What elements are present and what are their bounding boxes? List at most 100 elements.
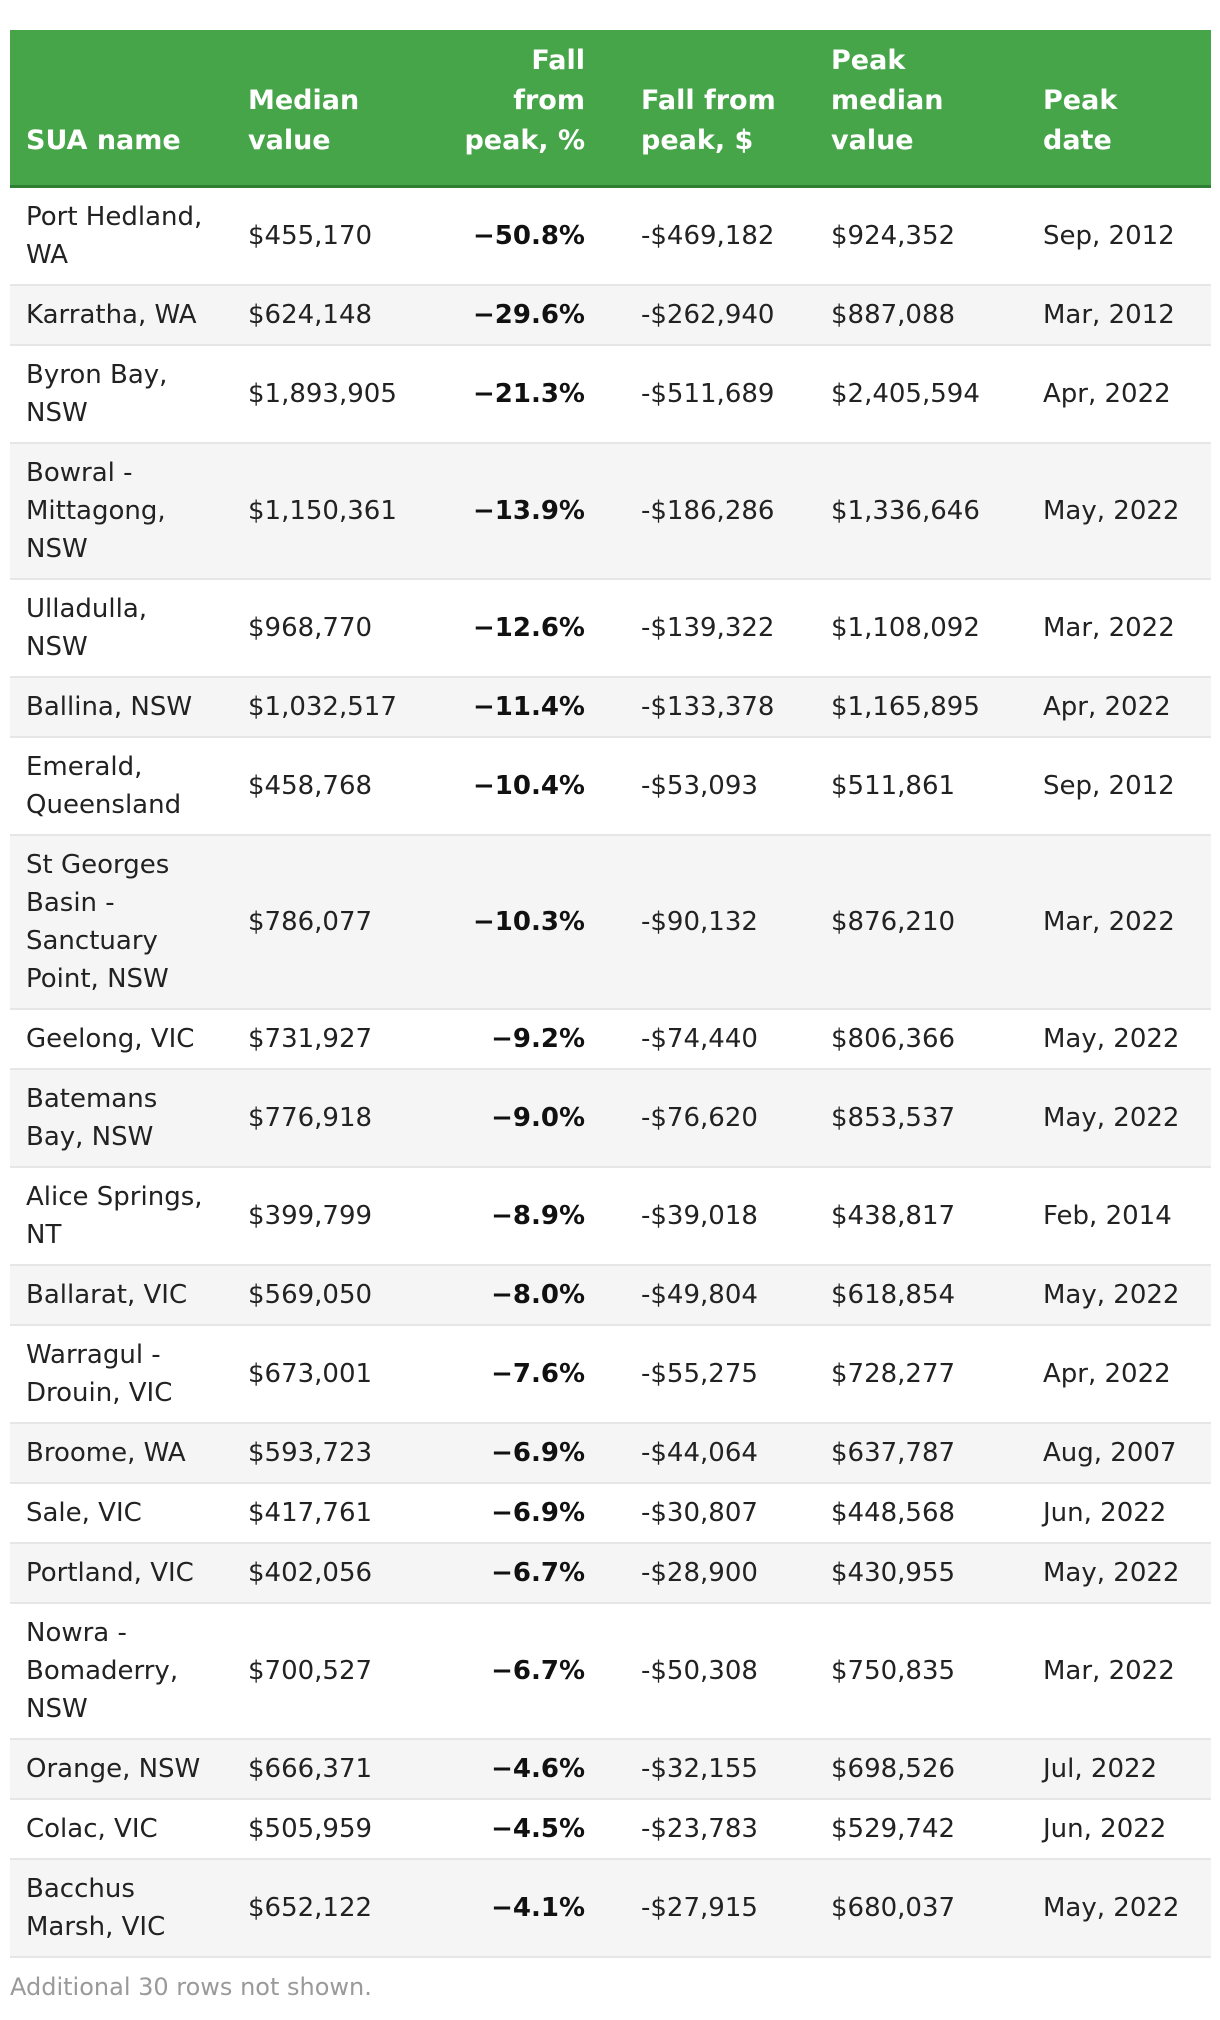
fall-percent-cell: −9.2% xyxy=(448,1008,613,1070)
fall-dollars-cell: -$511,689 xyxy=(613,344,815,444)
fall-percent-cell: −6.7% xyxy=(448,1602,613,1740)
median-value-cell: $505,959 xyxy=(232,1798,448,1860)
median-value-cell: $1,150,361 xyxy=(232,442,448,580)
peak-date-cell: May, 2022 xyxy=(1027,1008,1211,1070)
median-value-cell: $786,077 xyxy=(232,834,448,1010)
sua-name-cell: Orange, NSW xyxy=(10,1738,232,1800)
fall-percent-cell: −21.3% xyxy=(448,344,613,444)
peak-date-cell: Jul, 2022 xyxy=(1027,1738,1211,1800)
peak-median-value-cell: $2,405,594 xyxy=(815,344,1027,444)
fall-percent-cell: −10.3% xyxy=(448,834,613,1010)
sua-name-cell: Bacchus Marsh, VIC xyxy=(10,1858,232,1958)
peak-median-value-cell: $853,537 xyxy=(815,1068,1027,1168)
median-value-cell: $569,050 xyxy=(232,1264,448,1326)
median-value-cell: $652,122 xyxy=(232,1858,448,1958)
peak-date-cell: Apr, 2022 xyxy=(1027,676,1211,738)
peak-date-cell: May, 2022 xyxy=(1027,1068,1211,1168)
peak-median-value-cell: $1,336,646 xyxy=(815,442,1027,580)
table-row: Orange, NSW $666,371 −4.6% -$32,155 $698,526… xyxy=(10,1738,1211,1800)
fall-dollars-cell: -$23,783 xyxy=(613,1798,815,1860)
fall-dollars-cell: -$49,804 xyxy=(613,1264,815,1326)
peak-median-value-cell: $806,366 xyxy=(815,1008,1027,1070)
sua-name-cell: Port Hedland, WA xyxy=(10,186,232,286)
header-peak-date: Peak date xyxy=(1027,30,1211,188)
peak-date-cell: Jun, 2022 xyxy=(1027,1798,1211,1860)
sua-name-cell: Warragul - Drouin, VIC xyxy=(10,1324,232,1424)
median-value-cell: $776,918 xyxy=(232,1068,448,1168)
peak-date-cell: Feb, 2014 xyxy=(1027,1166,1211,1266)
table-row: Sale, VIC $417,761 −6.9% -$30,807 $448,568 Ju… xyxy=(10,1482,1211,1544)
peak-median-value-cell: $698,526 xyxy=(815,1738,1027,1800)
table-row: Batemans Bay, NSW $776,918 −9.0% -$76,620 $8… xyxy=(10,1068,1211,1168)
table-row: Ballarat, VIC $569,050 −8.0% -$49,804 $618,8… xyxy=(10,1264,1211,1326)
sua-name-cell: Colac, VIC xyxy=(10,1798,232,1860)
table-row: Bacchus Marsh, VIC $652,122 −4.1% -$27,915 $… xyxy=(10,1858,1211,1958)
median-value-cell: $700,527 xyxy=(232,1602,448,1740)
table-row: Colac, VIC $505,959 −4.5% -$23,783 $529,742 J… xyxy=(10,1798,1211,1860)
sua-name-cell: Ulladulla, NSW xyxy=(10,578,232,678)
table-row: Emerald, Queensland $458,768 −10.4% -$53,09… xyxy=(10,736,1211,836)
peak-median-value-cell: $680,037 xyxy=(815,1858,1027,1958)
sua-name-cell: Portland, VIC xyxy=(10,1542,232,1604)
table-row: Alice Springs, NT $399,799 −8.9% -$39,018 $4… xyxy=(10,1166,1211,1266)
fall-dollars-cell: -$469,182 xyxy=(613,186,815,286)
median-value-cell: $399,799 xyxy=(232,1166,448,1266)
header-row: SUA name Median value Fall from peak, % … xyxy=(10,30,1211,188)
fall-dollars-cell: -$27,915 xyxy=(613,1858,815,1958)
fall-dollars-cell: -$44,064 xyxy=(613,1422,815,1484)
sua-name-cell: Emerald, Queensland xyxy=(10,736,232,836)
fall-dollars-cell: -$39,018 xyxy=(613,1166,815,1266)
fall-dollars-cell: -$76,620 xyxy=(613,1068,815,1168)
peak-median-value-cell: $448,568 xyxy=(815,1482,1027,1544)
table-row: Bowral - Mittagong, NSW $1,150,361 −13.9% -… xyxy=(10,442,1211,580)
fall-percent-cell: −6.7% xyxy=(448,1542,613,1604)
fall-percent-cell: −7.6% xyxy=(448,1324,613,1424)
fall-dollars-cell: -$133,378 xyxy=(613,676,815,738)
fall-dollars-cell: -$262,940 xyxy=(613,284,815,346)
fall-dollars-cell: -$74,440 xyxy=(613,1008,815,1070)
fall-percent-cell: −11.4% xyxy=(448,676,613,738)
table-row: Broome, WA $593,723 −6.9% -$44,064 $637,787 A… xyxy=(10,1422,1211,1484)
table-header: SUA name Median value Fall from peak, % … xyxy=(10,30,1211,188)
table-row: St Georges Basin - Sanctuary Point, NSW $… xyxy=(10,834,1211,1010)
fall-dollars-cell: -$139,322 xyxy=(613,578,815,678)
peak-median-value-cell: $876,210 xyxy=(815,834,1027,1010)
median-value-cell: $402,056 xyxy=(232,1542,448,1604)
sua-name-cell: Karratha, WA xyxy=(10,284,232,346)
fall-percent-cell: −4.1% xyxy=(448,1858,613,1958)
table-row: Karratha, WA $624,148 −29.6% -$262,940 $887,… xyxy=(10,284,1211,346)
median-value-cell: $731,927 xyxy=(232,1008,448,1070)
peak-date-cell: Jun, 2022 xyxy=(1027,1482,1211,1544)
fall-percent-cell: −9.0% xyxy=(448,1068,613,1168)
peak-date-cell: Apr, 2022 xyxy=(1027,344,1211,444)
fall-dollars-cell: -$32,155 xyxy=(613,1738,815,1800)
header-peak-median-value: Peak median value xyxy=(815,30,1027,188)
peak-median-value-cell: $750,835 xyxy=(815,1602,1027,1740)
fall-percent-cell: −8.0% xyxy=(448,1264,613,1326)
peak-date-cell: May, 2022 xyxy=(1027,442,1211,580)
fall-percent-cell: −10.4% xyxy=(448,736,613,836)
median-value-cell: $455,170 xyxy=(232,186,448,286)
header-sua-name: SUA name xyxy=(10,30,232,188)
sua-name-cell: Alice Springs, NT xyxy=(10,1166,232,1266)
median-value-cell: $458,768 xyxy=(232,736,448,836)
fall-dollars-cell: -$50,308 xyxy=(613,1602,815,1740)
fall-percent-cell: −13.9% xyxy=(448,442,613,580)
sua-table: SUA name Median value Fall from peak, % … xyxy=(10,30,1211,1958)
fall-dollars-cell: -$53,093 xyxy=(613,736,815,836)
peak-date-cell: Sep, 2012 xyxy=(1027,186,1211,286)
fall-dollars-cell: -$186,286 xyxy=(613,442,815,580)
fall-percent-cell: −6.9% xyxy=(448,1482,613,1544)
fall-percent-cell: −12.6% xyxy=(448,578,613,678)
table-row: Byron Bay, NSW $1,893,905 −21.3% -$511,689 $… xyxy=(10,344,1211,444)
median-value-cell: $666,371 xyxy=(232,1738,448,1800)
peak-date-cell: May, 2022 xyxy=(1027,1858,1211,1958)
table-row: Geelong, VIC $731,927 −9.2% -$74,440 $806,36… xyxy=(10,1008,1211,1070)
fall-percent-cell: −4.5% xyxy=(448,1798,613,1860)
table-row: Nowra - Bomaderry, NSW $700,527 −6.7% -$50,… xyxy=(10,1602,1211,1740)
peak-date-cell: Mar, 2022 xyxy=(1027,1602,1211,1740)
table-row: Ballina, NSW $1,032,517 −11.4% -$133,378 $1,… xyxy=(10,676,1211,738)
median-value-cell: $624,148 xyxy=(232,284,448,346)
sua-name-cell: Geelong, VIC xyxy=(10,1008,232,1070)
sua-name-cell: St Georges Basin - Sanctuary Point, NSW xyxy=(10,834,232,1010)
